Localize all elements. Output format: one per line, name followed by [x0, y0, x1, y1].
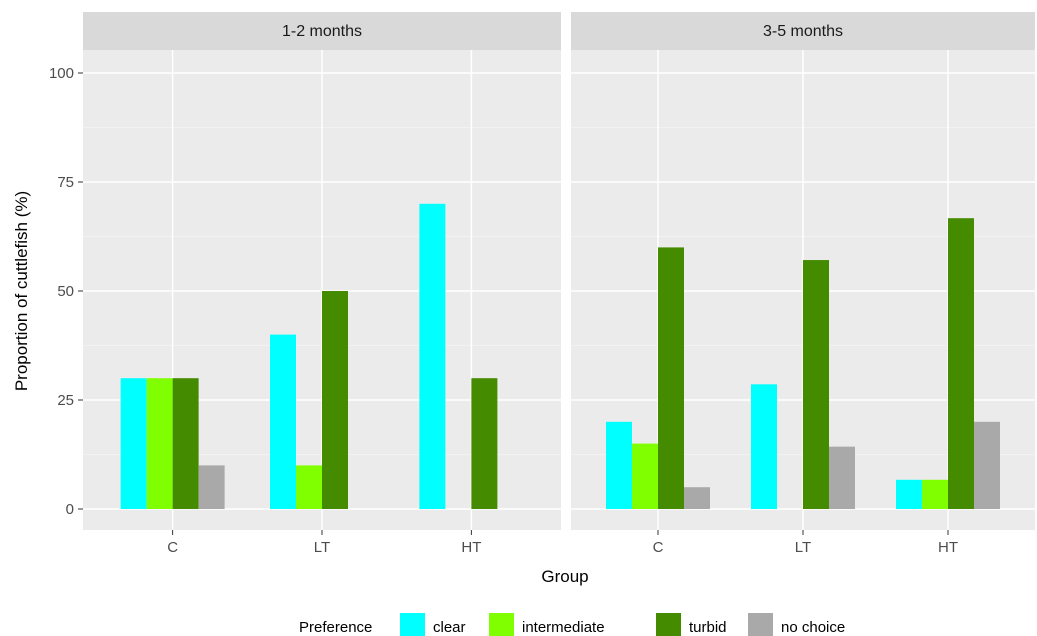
legend-key — [400, 613, 425, 636]
bar-no-choice-c — [684, 487, 710, 509]
bar-clear-c — [606, 421, 632, 509]
panel-2: 3-5 months C LT HT — [571, 12, 1035, 556]
y-tick-label: 0 — [66, 501, 74, 518]
bar-intermediate-c — [632, 443, 658, 509]
panels-layer: 1-2 months C LT HT 3-5 months C LT HT — [83, 12, 1035, 556]
x-tick-label: LT — [314, 539, 330, 556]
bar-intermediate-lt — [296, 465, 322, 509]
bar-turbid-lt — [322, 291, 348, 509]
x-axis-title: Group — [541, 567, 588, 586]
panel-strip-label: 3-5 months — [763, 23, 843, 40]
x-tick-label: HT — [938, 539, 958, 556]
panel-strip — [83, 12, 561, 50]
bar-clear-ht — [419, 203, 446, 510]
bar-clear-ht — [896, 479, 922, 509]
bar-clear-lt — [751, 384, 777, 509]
x-tick-label: LT — [795, 539, 811, 556]
y-tick-label: 25 — [57, 392, 74, 409]
bar-no-choice-ht — [974, 421, 1000, 509]
y-tick-label: 50 — [57, 283, 74, 300]
bar-intermediate-c — [146, 378, 173, 509]
legend-title: Preference — [299, 619, 372, 636]
bar-turbid-ht — [948, 218, 974, 510]
y-tick-label: 75 — [57, 174, 74, 191]
bar-turbid-c — [172, 378, 199, 509]
panel-strip — [571, 12, 1035, 50]
legend-entry-turbid: turbid — [656, 613, 727, 636]
y-axis-title: Proportion of cuttlefish (%) — [12, 191, 31, 391]
legend-key — [489, 613, 514, 636]
x-tick-label: C — [167, 539, 178, 556]
bar-clear-lt — [270, 334, 296, 509]
y-tick-label: 100 — [49, 65, 74, 82]
legend-label: turbid — [689, 619, 727, 636]
x-tick-label: C — [653, 539, 664, 556]
bar-no-choice-lt — [829, 446, 855, 509]
bar-turbid-ht — [471, 378, 498, 509]
legend: Preference clear intermediate turbid no cho… — [299, 613, 845, 636]
legend-entry-intermediate: intermediate — [489, 613, 605, 636]
legend-key — [656, 613, 681, 636]
bar-no-choice-c — [198, 465, 225, 509]
bar-turbid-lt — [803, 260, 829, 509]
bar-intermediate-ht — [922, 479, 948, 509]
legend-key — [748, 613, 773, 636]
legend-label: no choice — [781, 619, 845, 636]
legend-entry-no-choice: no choice — [748, 613, 845, 636]
bar-clear-c — [120, 378, 147, 509]
axis-layer: Group Proportion of cuttlefish (%) 0 25 50… — [12, 65, 589, 586]
panel-strip-label: 1-2 months — [282, 23, 362, 40]
legend-label: clear — [433, 619, 466, 636]
bar-turbid-c — [658, 247, 684, 509]
legend-entry-clear: clear — [400, 613, 466, 636]
panel-1: 1-2 months C LT HT — [83, 12, 561, 556]
x-tick-label: HT — [461, 539, 481, 556]
legend-label: intermediate — [522, 619, 605, 636]
